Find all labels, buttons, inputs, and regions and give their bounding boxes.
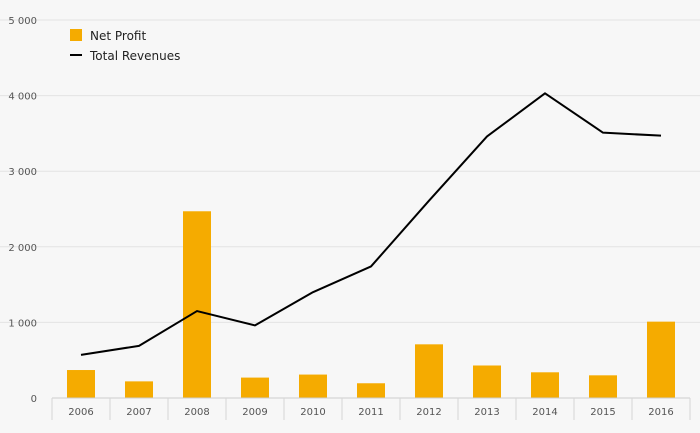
bar-net-profit-2016[interactable] (647, 321, 675, 398)
x-tick-label: 2007 (126, 407, 151, 418)
legend-label-total-revenues: Total Revenues (89, 49, 180, 63)
x-tick-label: 2008 (184, 407, 209, 418)
bar-net-profit-2011[interactable] (357, 383, 385, 398)
legend-item-net-profit[interactable]: Net Profit (70, 29, 146, 43)
total-revenues-line-group (80, 92, 662, 356)
x-tick-label: 2011 (358, 407, 383, 418)
x-tick-label: 2015 (590, 407, 615, 418)
legend-item-total-revenues[interactable]: Total Revenues (70, 49, 180, 63)
legend-label-net-profit: Net Profit (90, 29, 146, 43)
x-tick-label: 2006 (68, 407, 93, 418)
y-tick-label: 4 000 (8, 92, 37, 103)
y-tick-label: 3 000 (8, 167, 37, 178)
bar-net-profit-2009[interactable] (241, 377, 269, 398)
x-tick-label: 2012 (416, 407, 441, 418)
net-profit-bars (67, 211, 675, 398)
bar-net-profit-2008[interactable] (183, 211, 211, 398)
gridlines (0, 19, 700, 323)
y-tick-label: 1 000 (8, 318, 37, 329)
bar-net-profit-2014[interactable] (531, 372, 559, 398)
bar-net-profit-2010[interactable] (299, 374, 327, 398)
y-tick-label: 5 000 (8, 16, 37, 27)
legend[interactable]: Net Profit Total Revenues (70, 29, 180, 63)
bar-net-profit-2012[interactable] (415, 344, 443, 398)
bar-net-profit-2007[interactable] (125, 381, 153, 398)
x-tick-label: 2009 (242, 407, 267, 418)
x-axis: 2006 2007 2008 2009 2010 2011 2012 2013 2014 2015… (51, 397, 691, 420)
x-tick-label: 2016 (648, 407, 673, 418)
y-axis: 0 1 000 2 000 3 000 4 000 5 000 (8, 16, 37, 405)
legend-swatch-net-profit (70, 29, 82, 41)
x-tick-label: 2014 (532, 407, 557, 418)
bar-net-profit-2015[interactable] (589, 375, 617, 398)
bar-net-profit-2013[interactable] (473, 365, 501, 398)
x-tick-label: 2013 (474, 407, 499, 418)
bar-net-profit-2006[interactable] (67, 370, 95, 398)
total-revenues-line[interactable] (80, 92, 662, 356)
x-tick-label: 2010 (300, 407, 325, 418)
y-tick-label: 2 000 (8, 243, 37, 254)
y-tick-label: 0 (31, 394, 37, 405)
